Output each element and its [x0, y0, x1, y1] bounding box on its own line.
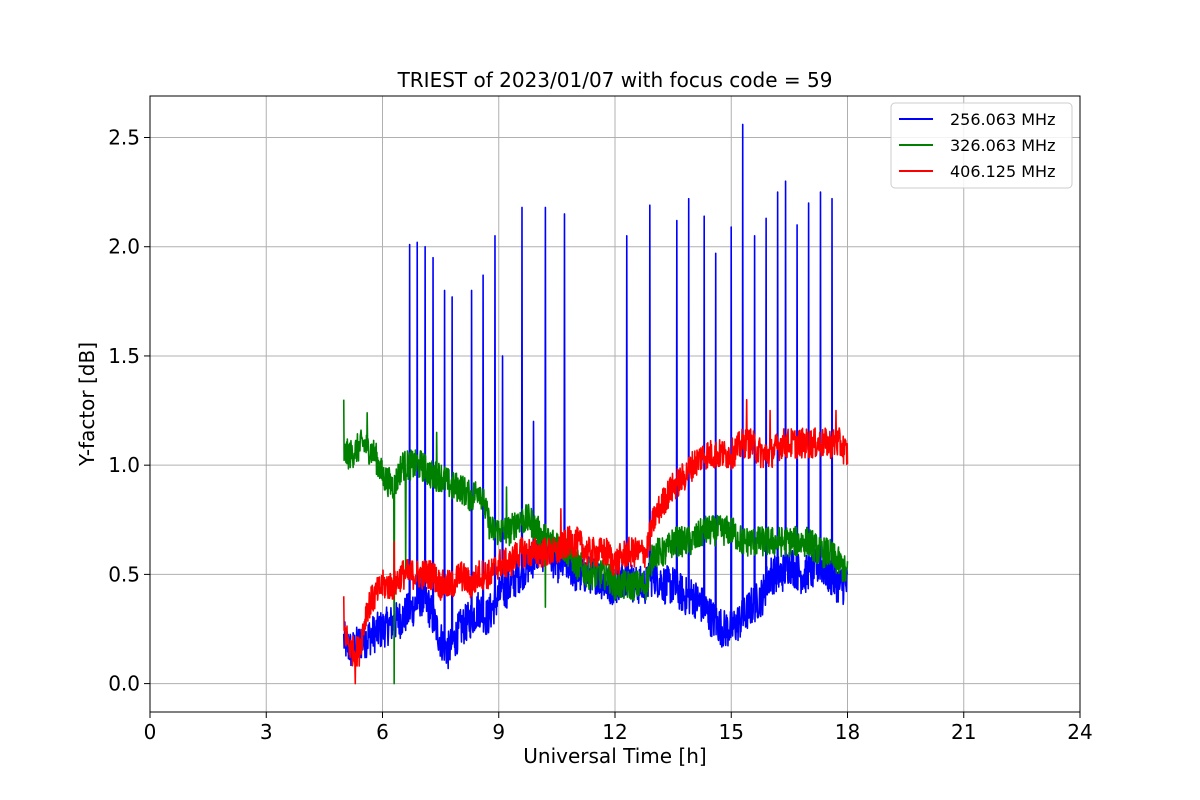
- chart-title: TRIEST of 2023/01/07 with focus code = 5…: [397, 68, 833, 92]
- x-tick-label: 12: [602, 720, 627, 744]
- x-tick-label: 0: [144, 720, 157, 744]
- legend-frame: [890, 102, 1073, 189]
- series-line: [342, 399, 849, 685]
- x-tick-label: 6: [376, 720, 389, 744]
- x-tick-label: 15: [719, 720, 744, 744]
- y-tick-label: 2.0: [108, 235, 140, 259]
- series-line: [342, 123, 849, 670]
- y-tick-label: 2.5: [108, 126, 140, 150]
- axis-ticks: 0 3 6 9 12 15 18 21 24 0.0 0.5 1.0 1.5 2.0 2.5: [108, 126, 1093, 744]
- x-tick-label: 9: [492, 720, 505, 744]
- x-tick-label: 18: [835, 720, 860, 744]
- x-tick-label: 3: [260, 720, 273, 744]
- series-lines: [342, 123, 849, 685]
- x-axis-label: Universal Time [h]: [523, 744, 706, 768]
- y-tick-label: 1.5: [108, 344, 140, 368]
- legend-label: 326.063 MHz: [950, 136, 1055, 155]
- y-tick-label: 0.5: [108, 562, 140, 586]
- y-tick-label: 0.0: [108, 672, 140, 696]
- y-axis-label: Y-factor [dB]: [75, 342, 99, 467]
- x-tick-label: 21: [951, 720, 976, 744]
- x-tick-label: 24: [1067, 720, 1092, 744]
- legend-label: 406.125 MHz: [950, 162, 1055, 181]
- legend: 256.063 MHz 326.063 MHz 406.125 MHz: [890, 102, 1073, 189]
- series-line: [342, 398, 849, 685]
- y-tick-label: 1.0: [108, 453, 140, 477]
- legend-label: 256.063 MHz: [950, 110, 1055, 129]
